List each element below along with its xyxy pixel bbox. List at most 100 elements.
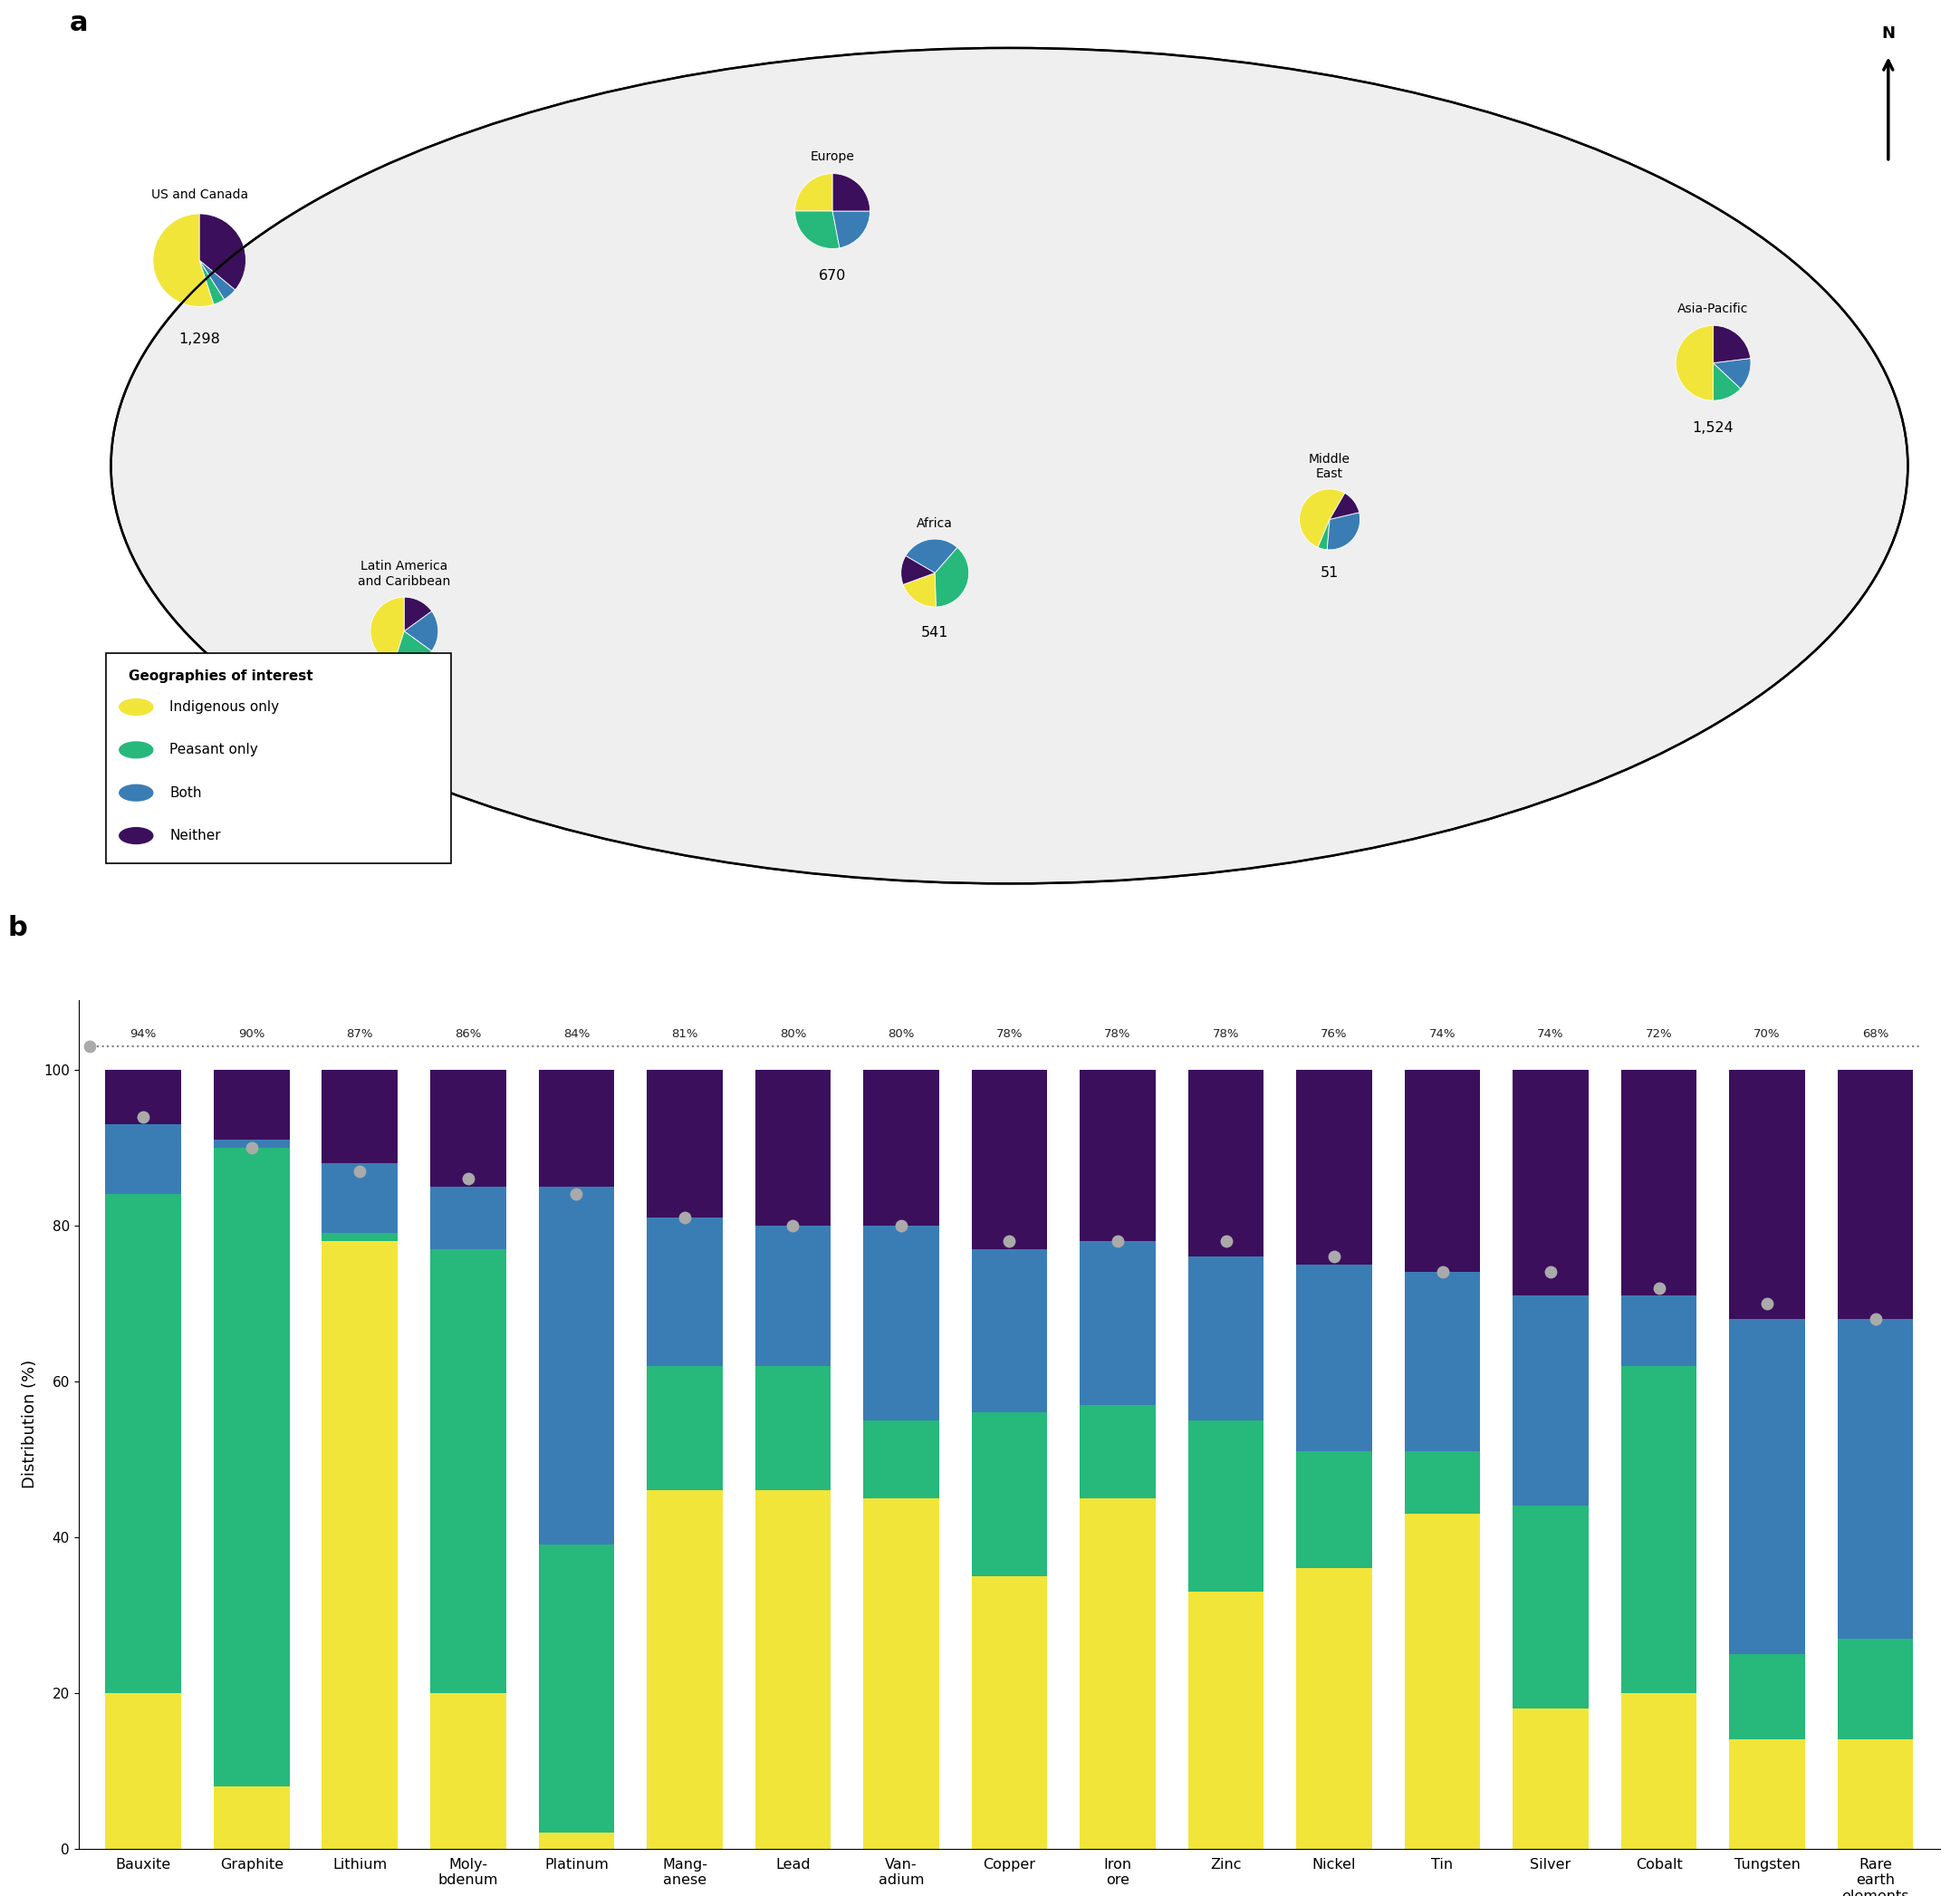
Bar — [1513, 1069, 1588, 1295]
Bar — [1838, 1638, 1913, 1739]
Circle shape — [120, 829, 153, 844]
Bar — [431, 1693, 506, 1849]
Point — [1752, 1287, 1784, 1318]
Bar — [1296, 1069, 1372, 1265]
Bar — [431, 1249, 506, 1693]
Point — [453, 1164, 484, 1194]
Bar — [1296, 1265, 1372, 1452]
Text: 74%: 74% — [1429, 1028, 1456, 1041]
Bar — [1621, 1069, 1697, 1295]
Bar — [1838, 1739, 1913, 1849]
Bar — [647, 1217, 723, 1365]
Text: a: a — [69, 9, 88, 36]
Bar — [755, 1069, 831, 1225]
Text: 72%: 72% — [1646, 1028, 1672, 1041]
Bar — [1405, 1513, 1480, 1849]
Bar — [1405, 1452, 1480, 1513]
Point — [1319, 1242, 1350, 1272]
Point — [1427, 1257, 1458, 1287]
Point — [668, 1202, 700, 1232]
Bar — [1405, 1272, 1480, 1452]
Bar — [1621, 1693, 1697, 1849]
Bar — [862, 1498, 939, 1849]
Text: 84%: 84% — [563, 1028, 590, 1041]
Ellipse shape — [114, 49, 1905, 884]
Text: 80%: 80% — [780, 1028, 806, 1041]
Point — [1102, 1227, 1133, 1257]
Point — [1642, 1272, 1674, 1303]
Point — [1209, 1227, 1241, 1257]
Bar — [321, 1164, 398, 1232]
Text: 86%: 86% — [455, 1028, 482, 1041]
Bar — [1080, 1498, 1156, 1849]
Point — [778, 1210, 809, 1240]
Bar — [214, 1147, 290, 1786]
Bar — [755, 1365, 831, 1490]
Bar — [1513, 1505, 1588, 1708]
Bar — [1080, 1069, 1156, 1242]
Bar — [539, 1187, 613, 1545]
Text: Peasant only: Peasant only — [171, 743, 259, 757]
Text: 78%: 78% — [1103, 1028, 1131, 1041]
Text: 78%: 78% — [1213, 1028, 1239, 1041]
Bar — [1080, 1242, 1156, 1405]
Point — [1860, 1304, 1891, 1335]
Point — [994, 1227, 1025, 1257]
Bar — [1621, 1295, 1697, 1365]
Bar — [862, 1420, 939, 1498]
Text: 76%: 76% — [1321, 1028, 1348, 1041]
Bar — [1838, 1320, 1913, 1638]
Bar — [321, 1232, 398, 1242]
Bar — [214, 1069, 290, 1139]
FancyBboxPatch shape — [106, 654, 451, 863]
Text: 74%: 74% — [1537, 1028, 1564, 1041]
Text: 81%: 81% — [670, 1028, 698, 1041]
Bar — [1188, 1591, 1264, 1849]
Bar — [972, 1069, 1047, 1249]
Bar — [214, 1139, 290, 1147]
Bar — [539, 1069, 613, 1187]
Bar — [106, 1124, 180, 1194]
Bar — [106, 1194, 180, 1693]
Bar — [972, 1249, 1047, 1413]
Bar — [1729, 1739, 1805, 1849]
Bar — [431, 1187, 506, 1249]
Bar — [321, 1069, 398, 1164]
Bar — [1188, 1257, 1264, 1420]
Bar — [1838, 1069, 1913, 1320]
Bar — [1513, 1708, 1588, 1849]
Text: Both: Both — [171, 787, 202, 800]
Bar — [1405, 1069, 1480, 1272]
Bar — [647, 1490, 723, 1849]
Bar — [1729, 1069, 1805, 1320]
Point — [561, 1179, 592, 1210]
Y-axis label: Distribution (%): Distribution (%) — [22, 1359, 39, 1488]
Text: 94%: 94% — [129, 1028, 157, 1041]
Text: 68%: 68% — [1862, 1028, 1889, 1041]
Text: N: N — [1882, 25, 1895, 42]
Point — [127, 1102, 159, 1132]
Circle shape — [120, 741, 153, 758]
Bar — [106, 1693, 180, 1849]
Text: 90%: 90% — [239, 1028, 265, 1041]
Text: 78%: 78% — [996, 1028, 1023, 1041]
Bar — [647, 1365, 723, 1490]
Bar — [1188, 1420, 1264, 1591]
Text: b: b — [8, 914, 27, 940]
Bar — [539, 1545, 613, 1833]
Point — [74, 1031, 106, 1062]
Bar — [1080, 1405, 1156, 1498]
Bar — [755, 1490, 831, 1849]
Point — [235, 1132, 267, 1162]
Circle shape — [120, 785, 153, 800]
Bar — [106, 1069, 180, 1124]
Text: 87%: 87% — [347, 1028, 372, 1041]
Point — [1535, 1257, 1566, 1287]
Bar — [214, 1786, 290, 1849]
Bar — [431, 1069, 506, 1187]
Bar — [755, 1225, 831, 1365]
Bar — [862, 1225, 939, 1420]
Ellipse shape — [112, 47, 1907, 884]
Text: 70%: 70% — [1754, 1028, 1780, 1041]
Bar — [1621, 1365, 1697, 1693]
